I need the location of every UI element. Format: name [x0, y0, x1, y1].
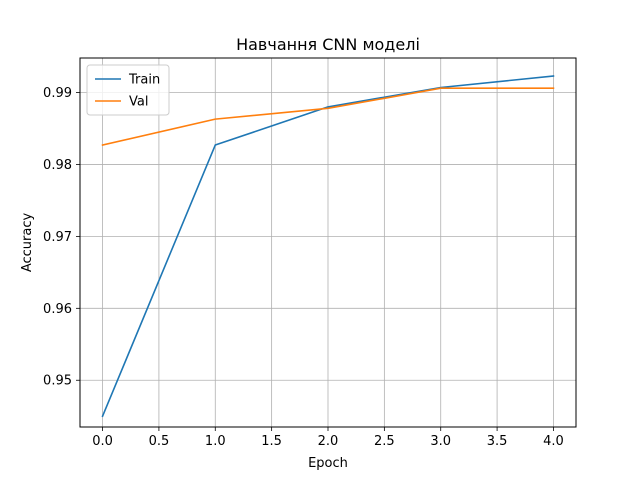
legend-label-train: Train: [128, 73, 160, 88]
x-tick-label: 2.0: [318, 434, 339, 449]
x-tick-label: 2.5: [374, 434, 395, 449]
y-tick-label: 0.95: [43, 374, 72, 389]
y-axis-label: Accuracy: [20, 213, 35, 273]
x-tick-label: 0.0: [92, 434, 113, 449]
legend: Train Val: [86, 64, 170, 116]
x-tick-label: 0.5: [149, 434, 170, 449]
x-tick-label: 3.5: [487, 434, 508, 449]
series-lines: [101, 75, 555, 418]
chart-title: Навчання CNN моделі: [236, 35, 420, 54]
y-tick-label: 0.96: [43, 302, 72, 317]
legend-label-val: Val: [129, 95, 148, 110]
y-tick-label: 0.97: [43, 230, 72, 245]
legend-box: [86, 64, 170, 116]
x-tick-label: 1.0: [205, 434, 226, 449]
x-axis: 0.0 0.5 1.0 1.5 2.0 2.5 3.0 3.5 4.0: [92, 427, 564, 449]
y-axis: 0.95 0.96 0.97 0.98 0.99: [43, 86, 80, 389]
x-axis-label: Epoch: [308, 456, 348, 471]
y-tick-label: 0.98: [43, 158, 72, 173]
y-tick-label: 0.99: [43, 86, 72, 101]
series-line-train: [101, 75, 555, 418]
x-tick-label: 1.5: [261, 434, 282, 449]
series-line-val: [101, 87, 555, 146]
x-tick-label: 3.0: [430, 434, 451, 449]
x-tick-label: 4.0: [543, 434, 564, 449]
